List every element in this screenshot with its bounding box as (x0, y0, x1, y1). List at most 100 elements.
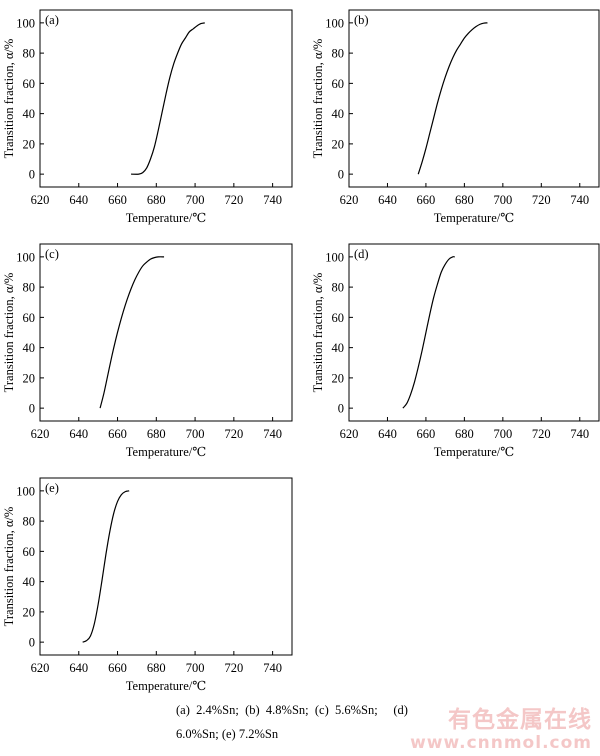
x-tick-label: 740 (263, 661, 282, 675)
transition-curve (131, 22, 205, 175)
y-tick-label: 40 (23, 107, 36, 121)
x-tick-label: 620 (31, 193, 50, 207)
x-tick-label: 740 (570, 193, 589, 207)
x-tick-label: 680 (147, 661, 166, 675)
transition-curve (402, 256, 455, 409)
y-tick-label: 80 (332, 281, 345, 295)
x-tick-label: 640 (69, 427, 88, 441)
plot-frame (39, 477, 293, 656)
y-axis-label: Transition fraction, α/% (2, 273, 16, 393)
y-axis-label: Transition fraction, α/% (2, 39, 16, 159)
x-tick-label: 660 (417, 427, 436, 441)
x-tick-label: 700 (186, 661, 205, 675)
x-tick-label: 740 (263, 427, 282, 441)
watermark: 有色金属在线 www.cnnmol.com (402, 700, 592, 756)
y-tick-label: 40 (332, 341, 345, 355)
x-tick-label: 700 (186, 193, 205, 207)
x-axis-label: Temperature/℃ (126, 445, 206, 459)
y-tick-label: 40 (23, 341, 36, 355)
x-tick-label: 700 (493, 193, 512, 207)
chart-panel-b: 620 640 660 680 700 720 740 0 20 40 60 80 100 Tempera… (311, 9, 600, 225)
x-tick-label: 720 (224, 427, 243, 441)
y-tick-label: 60 (332, 311, 345, 325)
y-tick-label: 100 (16, 16, 35, 30)
y-tick-label: 80 (23, 515, 36, 529)
x-tick-label: 680 (147, 193, 166, 207)
x-tick-label: 720 (532, 427, 551, 441)
plot-frame (348, 243, 600, 422)
y-tick-label: 100 (325, 16, 344, 30)
transition-curve (82, 490, 130, 643)
y-tick-label: 20 (23, 371, 36, 385)
x-tick-label: 620 (31, 661, 50, 675)
y-tick-label: 0 (29, 636, 35, 650)
x-tick-label: 720 (224, 661, 243, 675)
x-tick-label: 740 (570, 427, 589, 441)
y-tick-label: 20 (332, 137, 345, 151)
y-axis-label: Transition fraction, α/% (311, 273, 325, 393)
x-tick-label: 660 (108, 193, 127, 207)
x-tick-label: 740 (263, 193, 282, 207)
panel-label: (a) (45, 13, 59, 27)
chart-panel-a: 620 640 660 680 700 720 740 0 20 40 60 80 100 Tempera… (2, 9, 293, 225)
y-tick-label: 20 (23, 137, 36, 151)
x-tick-label: 620 (340, 427, 359, 441)
watermark-url: www.cnnmol.com (410, 733, 592, 753)
chart-panel-e: 620 640 660 680 700 720 740 0 20 40 60 80 100 Tempera… (2, 477, 293, 693)
y-tick-label: 0 (338, 402, 344, 416)
x-tick-label: 700 (186, 427, 205, 441)
x-tick-label: 660 (108, 427, 127, 441)
y-tick-label: 80 (332, 47, 345, 61)
x-tick-label: 640 (69, 193, 88, 207)
y-tick-label: 40 (23, 575, 36, 589)
x-axis-label: Temperature/℃ (126, 211, 206, 225)
y-tick-label: 80 (23, 47, 36, 61)
y-tick-label: 60 (23, 311, 36, 325)
x-tick-label: 720 (532, 193, 551, 207)
y-tick-label: 60 (23, 545, 36, 559)
figure-caption-line-2: 6.0%Sn; (e) 7.2%Sn (176, 727, 279, 741)
y-tick-label: 100 (325, 250, 344, 264)
y-tick-label: 0 (29, 168, 35, 182)
y-tick-label: 100 (16, 484, 35, 498)
figure-caption-line-1: (a) 2.4%Sn; (b) 4.8%Sn; (c) 5.6%Sn; (d) (176, 703, 408, 717)
y-tick-label: 60 (23, 77, 36, 91)
y-axis-label: Transition fraction, α/% (311, 39, 325, 159)
y-axis-label: Transition fraction, α/% (2, 507, 16, 627)
y-tick-label: 20 (23, 605, 36, 619)
y-tick-label: 0 (29, 402, 35, 416)
panel-label: (c) (45, 247, 59, 261)
panel-label: (e) (45, 481, 59, 495)
chart-panel-d: 620 640 660 680 700 720 740 0 20 40 60 80 100 Tempera… (311, 243, 600, 459)
x-tick-label: 680 (147, 427, 166, 441)
x-tick-label: 620 (31, 427, 50, 441)
x-tick-label: 700 (493, 427, 512, 441)
transition-curve (417, 22, 488, 175)
x-axis-label: Temperature/℃ (126, 679, 206, 693)
plot-frame (39, 9, 293, 188)
x-tick-label: 660 (417, 193, 436, 207)
panel-label: (b) (354, 13, 369, 27)
panel-label: (d) (354, 247, 369, 261)
transition-curve (99, 256, 165, 409)
y-tick-label: 20 (332, 371, 345, 385)
y-tick-label: 80 (23, 281, 36, 295)
x-tick-label: 680 (455, 193, 474, 207)
y-tick-label: 40 (332, 107, 345, 121)
figure-panels: 620 640 660 680 700 720 740 0 20 40 60 80 100 Tempera… (2, 9, 600, 693)
x-axis-label: Temperature/℃ (434, 211, 514, 225)
plot-frame (39, 243, 293, 422)
x-tick-label: 660 (108, 661, 127, 675)
x-tick-label: 640 (378, 427, 397, 441)
y-tick-label: 60 (332, 77, 345, 91)
x-tick-label: 640 (378, 193, 397, 207)
x-axis-label: Temperature/℃ (434, 445, 514, 459)
y-tick-label: 100 (16, 250, 35, 264)
x-tick-label: 720 (224, 193, 243, 207)
chart-panel-c: 620 640 660 680 700 720 740 0 20 40 60 80 100 Tempera… (2, 243, 293, 459)
y-tick-label: 0 (338, 168, 344, 182)
watermark-text: 有色金属在线 (448, 707, 592, 733)
x-tick-label: 680 (455, 427, 474, 441)
plot-frame (348, 9, 600, 188)
x-tick-label: 620 (340, 193, 359, 207)
